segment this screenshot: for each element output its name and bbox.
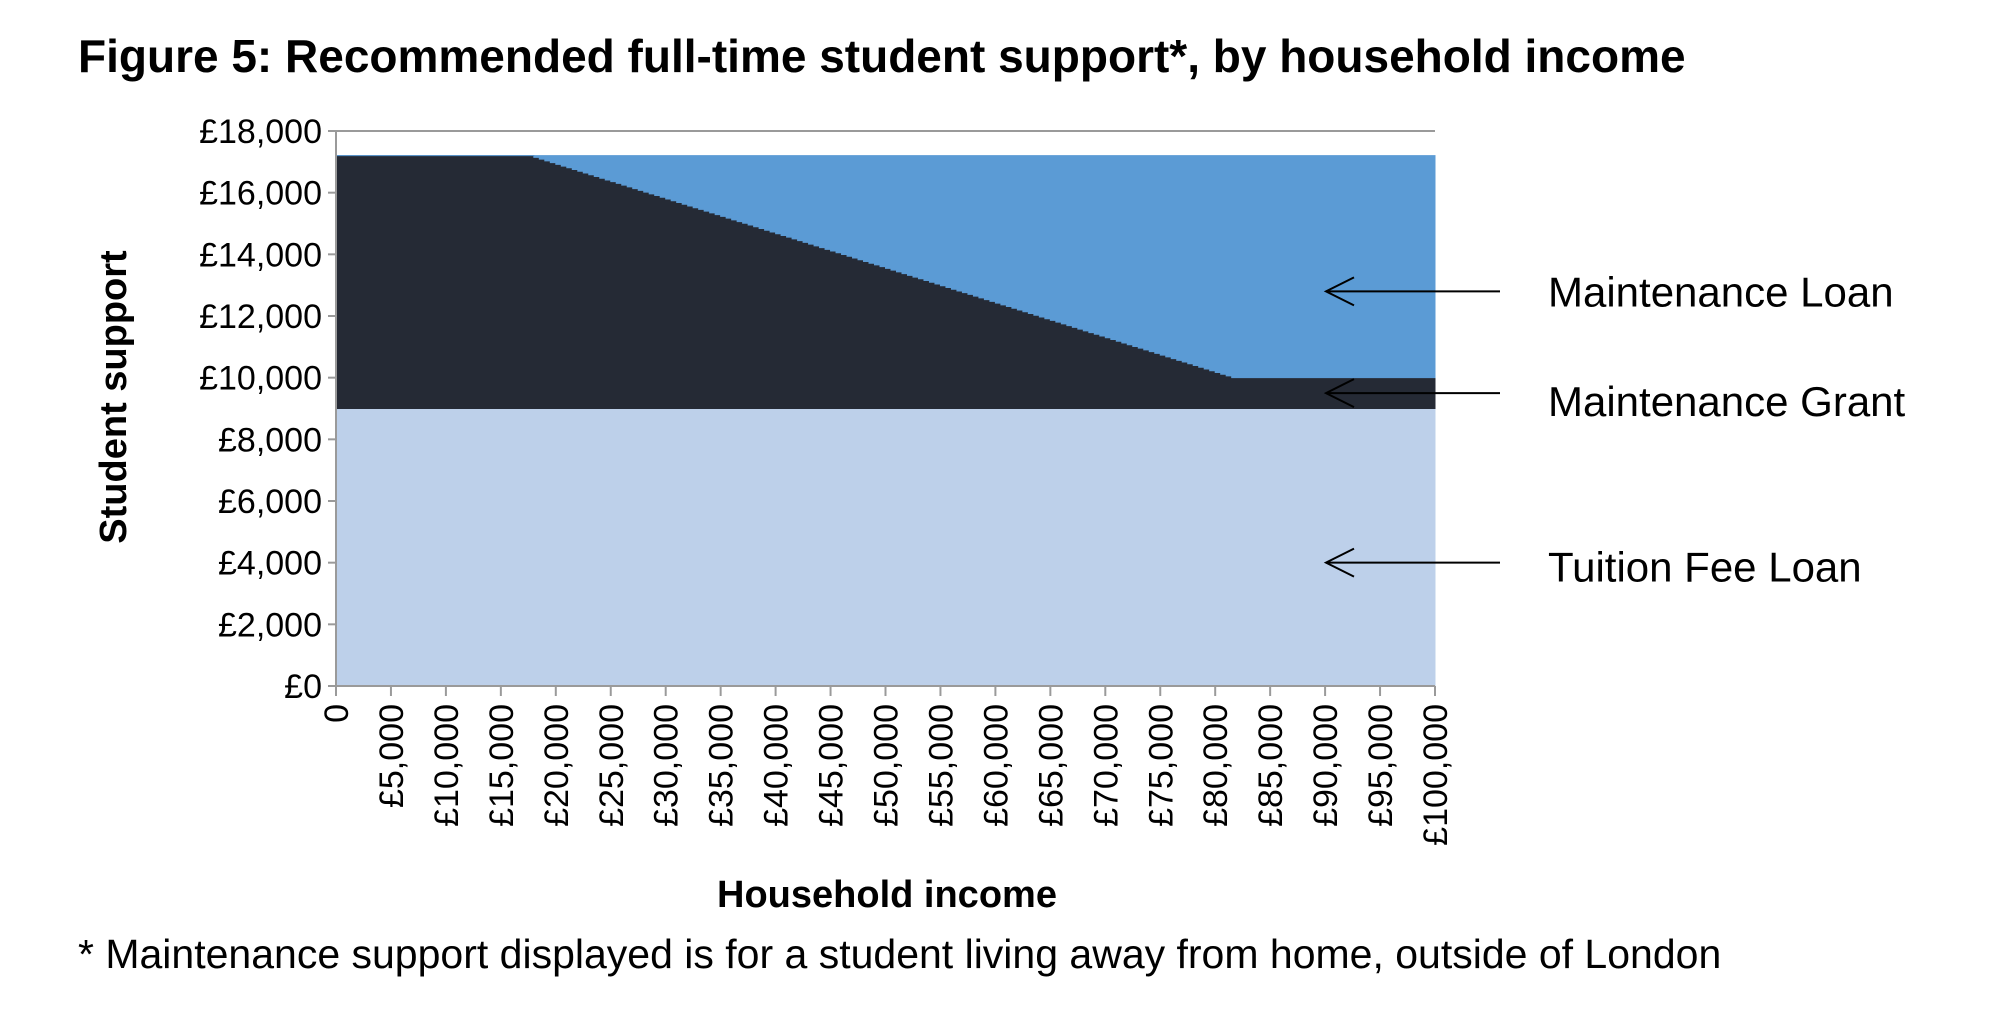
x-axis: 0 £5,000 £10,000 £15,000 £20,000 £25,000 £30,0… xyxy=(318,685,1455,846)
y-tick-label: £14,000 xyxy=(199,236,322,274)
x-tick-label: £60,000 xyxy=(977,704,1015,827)
y-tick-label: £4,000 xyxy=(218,545,322,583)
chart-title: Figure 5: Recommended full-time student … xyxy=(78,30,1686,82)
footnote: * Maintenance support displayed is for a… xyxy=(78,931,1721,977)
x-tick-label: £45,000 xyxy=(813,704,851,827)
x-axis-title: Household income xyxy=(717,874,1057,916)
plot-area xyxy=(335,130,1436,687)
y-axis: £0 £2,000 £4,000 £6,000 £8,000 £10,000 £12,000… xyxy=(199,113,337,706)
x-tick-label: £85,000 xyxy=(1252,704,1290,827)
legend-arrowhead-maintenance-grant xyxy=(1323,378,1355,408)
x-tick-label: £30,000 xyxy=(648,704,686,827)
x-tick-label: £90,000 xyxy=(1307,704,1345,827)
x-tick-label: £65,000 xyxy=(1032,704,1070,827)
legend-label-maintenance-loan: Maintenance Loan xyxy=(1548,268,1894,315)
legend-label-maintenance-grant: Maintenance Grant xyxy=(1548,378,1906,425)
series-area-maintenance-loan xyxy=(336,155,1436,379)
series-area-tuition-fee-loan xyxy=(335,408,1436,687)
y-tick-label: £6,000 xyxy=(218,483,322,521)
x-tick-label: £35,000 xyxy=(703,704,741,827)
y-tick-label: £8,000 xyxy=(218,421,322,459)
y-tick-label: £10,000 xyxy=(199,360,322,398)
x-tick-label: £55,000 xyxy=(922,704,960,827)
x-tick-label: £40,000 xyxy=(758,704,796,827)
legend-arrowhead-tuition-fee-loan xyxy=(1323,547,1355,578)
y-tick-label: £2,000 xyxy=(218,606,322,644)
x-tick-label: £75,000 xyxy=(1142,704,1180,827)
y-tick-label: £18,000 xyxy=(199,113,322,151)
x-tick-label: £15,000 xyxy=(483,704,521,827)
y-tick-label: £12,000 xyxy=(199,298,322,336)
y-axis-title: Student support xyxy=(93,250,135,544)
x-tick-label: £50,000 xyxy=(868,704,906,827)
x-tick-label: £70,000 xyxy=(1087,704,1125,827)
x-tick-label: £95,000 xyxy=(1362,704,1400,827)
x-tick-label: £20,000 xyxy=(538,704,576,827)
legend-arrowhead-maintenance-loan xyxy=(1323,276,1355,307)
x-tick-label: £80,000 xyxy=(1197,704,1235,827)
y-tick-label: £0 xyxy=(284,668,322,706)
x-tick-label: £5,000 xyxy=(373,704,411,808)
x-tick-label: 0 xyxy=(318,704,356,723)
legend: Maintenance Loan Maintenance Grant Tuition… xyxy=(1323,268,1906,591)
legend-label-tuition-fee-loan: Tuition Fee Loan xyxy=(1548,544,1862,591)
y-tick-label: £16,000 xyxy=(199,175,322,213)
x-tick-label: £25,000 xyxy=(593,704,631,827)
x-tick-label: £100,000 xyxy=(1417,704,1455,846)
x-tick-label: £10,000 xyxy=(428,704,466,827)
